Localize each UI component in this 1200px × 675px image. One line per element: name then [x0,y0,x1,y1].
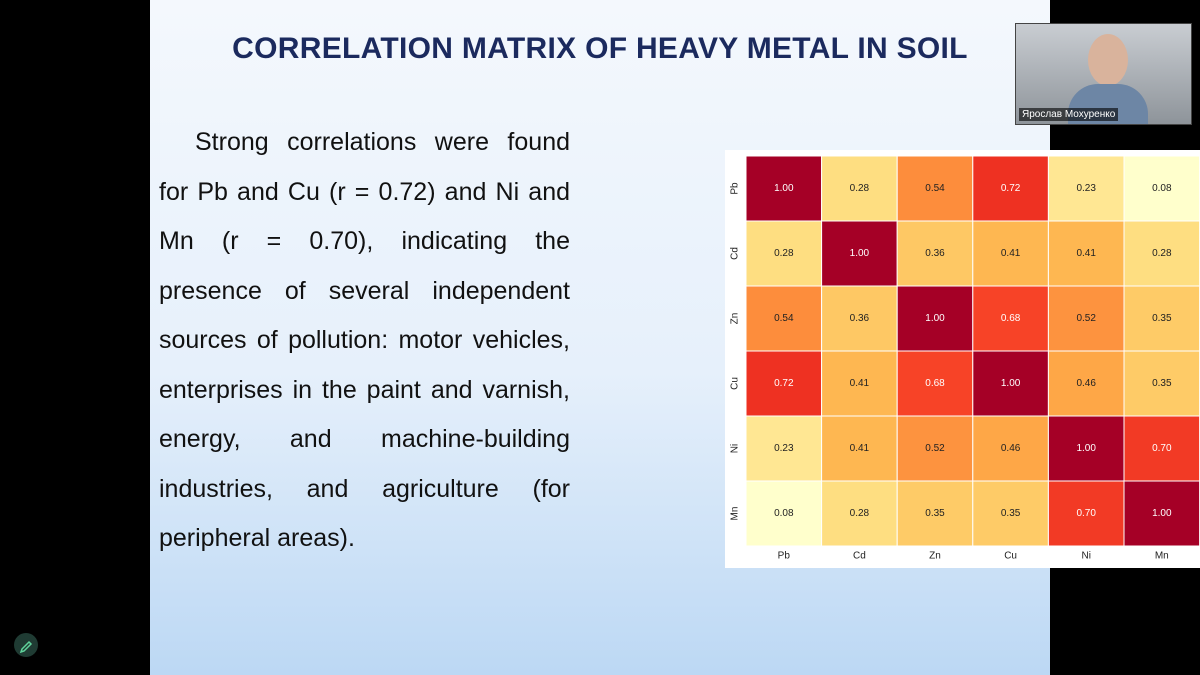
heatmap-cell [1123,220,1200,287]
cell-label: 0.41 [1001,248,1021,259]
heatmap-cell [1123,285,1200,352]
cell-label: 0.36 [850,313,870,324]
x-tick-label: Zn [929,551,941,562]
cell-label: 0.36 [925,248,945,259]
y-tick-label: Ni [730,444,741,453]
y-tick-label: Pb [730,182,741,195]
cell-label: 0.08 [1152,183,1172,194]
heatmap-cell [821,350,898,417]
y-tick-label: Mn [730,507,741,521]
heatmap-cell [1047,350,1125,417]
cell-label: 0.70 [1152,443,1172,454]
heatmap-cell [972,350,1049,417]
pen-icon [19,640,33,654]
cell-label: 0.35 [1001,508,1021,519]
heatmap-cell [745,415,823,482]
cell-label: 0.23 [1076,183,1096,194]
heatmap-cell [821,285,898,352]
heatmap-cell [821,155,898,222]
y-tick-label: Cu [730,377,741,390]
heatmap-cell [1123,415,1200,482]
cell-label: 0.35 [1152,313,1172,324]
heatmap-cell [745,285,823,352]
cell-label: 1.00 [925,313,945,324]
slide-text: Strong correlations were found for Pb an… [159,128,570,552]
x-tick-label: Cd [853,551,866,562]
cell-label: 0.28 [850,508,870,519]
cell-label: 0.28 [850,183,870,194]
heatmap-cell [896,350,974,417]
cell-label: 0.46 [1001,443,1021,454]
slide-title: CORRELATION MATRIX OF HEAVY METAL IN SOI… [232,32,968,65]
heatmap-cell [821,415,898,482]
cell-label: 0.41 [1076,248,1096,259]
heatmap-cell [745,350,823,417]
heatmap-cell [896,285,974,352]
x-tick-label: Pb [778,551,791,562]
heatmap-cell [1047,480,1125,547]
cell-label: 0.68 [925,378,945,389]
x-tick-label: Mn [1155,551,1169,562]
heatmap-cell [896,155,974,222]
annotate-button[interactable] [14,633,38,657]
heatmap-cell [972,220,1049,287]
cell-label: 1.00 [1001,378,1021,389]
cell-label: 0.54 [774,313,794,324]
cell-label: 0.28 [1152,248,1172,259]
participant-name: Ярослав Мохуренко [1019,108,1119,121]
heatmap-cell [821,220,898,287]
cell-label: 0.35 [1152,378,1172,389]
cell-label: 1.00 [1152,508,1172,519]
cell-label: 0.68 [1001,313,1021,324]
heatmap-cell [1123,350,1200,417]
heatmap-cell [1047,415,1125,482]
y-tick-label: Zn [730,313,741,325]
heatmap-cell [745,155,823,222]
cell-label: 1.00 [774,183,794,194]
cell-label: 0.46 [1076,378,1096,389]
cell-label: 0.41 [850,378,870,389]
cell-label: 0.41 [850,443,870,454]
heatmap-cell [896,480,974,547]
cell-label: 0.54 [925,183,945,194]
cell-label: 0.23 [774,443,794,454]
cell-label: 1.00 [1076,443,1096,454]
heatmap: 1.00 0.28 0.54 0.72 0.23 0.08 0.28 1.00 0.36 0.41… [725,150,1200,568]
cell-label: 1.00 [850,248,870,259]
cell-label: 0.08 [774,508,794,519]
heatmap-cell [896,220,974,287]
y-tick-label: Cd [730,247,741,260]
heatmap-cell [745,220,823,287]
cell-label: 0.52 [925,443,945,454]
x-tick-label: Ni [1081,551,1090,562]
participant-video[interactable]: Ярослав Мохуренко [1015,23,1192,125]
slide: CORRELATION MATRIX OF HEAVY METAL IN SOI… [150,0,1200,675]
cell-label: 0.72 [774,378,794,389]
cell-label: 0.35 [925,508,945,519]
x-tick-label: Cu [1004,551,1017,562]
participant-face [1088,34,1128,86]
heatmap-cell [1123,480,1200,547]
cell-label: 0.28 [774,248,794,259]
heatmap-cell [745,480,823,547]
cell-label: 0.72 [1001,183,1021,194]
heatmap-cell [1047,285,1125,352]
cell-label: 0.52 [1076,313,1096,324]
cell-label: 0.70 [1076,508,1096,519]
heatmap-cell [972,285,1049,352]
